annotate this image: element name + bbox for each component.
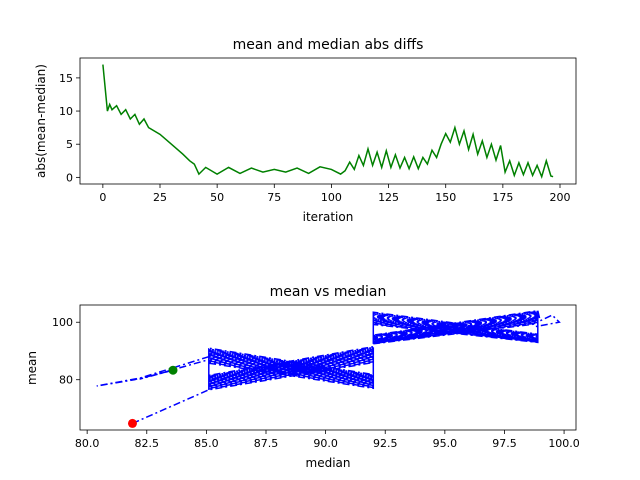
x-tick-label: 25 — [153, 191, 167, 204]
x-tick-label: 125 — [378, 191, 399, 204]
axes-frame — [79, 304, 577, 431]
plot-area — [96, 309, 561, 428]
x-tick-label: 80.0 — [75, 437, 100, 450]
chart-title: mean and median abs diffs — [233, 37, 424, 53]
x-axis-ticks: 0 25 50 75 100 125 150 175 200 — [99, 184, 571, 204]
x-axis-ticks: 80.0 82.5 85.0 87.5 90.0 92.5 95.0 97.5 100.0 — [75, 430, 580, 450]
x-tick-label: 97.5 — [492, 437, 517, 450]
end-point-marker — [168, 365, 178, 375]
x-axis-label: iteration — [303, 210, 354, 224]
y-tick-label: 0 — [66, 171, 73, 184]
x-tick-label: 92.5 — [373, 437, 398, 450]
x-tick-label: 200 — [550, 191, 571, 204]
series-line — [102, 64, 554, 179]
x-tick-label: 150 — [435, 191, 456, 204]
y-tick-label: 15 — [59, 72, 73, 85]
y-axis-label: abs(mean-median) — [34, 64, 48, 178]
y-tick-label: 100 — [52, 316, 73, 329]
y-tick-label: 5 — [66, 138, 73, 151]
x-tick-label: 75 — [267, 191, 281, 204]
x-tick-label: 82.5 — [135, 437, 160, 450]
chart-title: mean vs median — [270, 284, 387, 300]
x-tick-label: 85.0 — [194, 437, 219, 450]
y-tick-label: 10 — [59, 105, 73, 118]
y-tick-label: 80 — [59, 374, 73, 387]
x-tick-label: 50 — [210, 191, 224, 204]
y-axis-ticks: 0 5 10 15 — [59, 72, 80, 184]
series-line-tail — [96, 355, 210, 387]
x-axis-label: median — [306, 456, 351, 470]
start-point-marker — [127, 418, 137, 428]
x-tick-label: 100 — [321, 191, 342, 204]
x-tick-label: 175 — [492, 191, 513, 204]
x-tick-label: 0 — [99, 191, 106, 204]
chart-abs-diffs: mean and median abs diffs 0 25 50 75 100 125 1… — [34, 37, 577, 224]
chart-mean-vs-median: mean vs median 80.0 82.5 85.0 87.5 90.0 92.5 9… — [25, 284, 580, 470]
axes-frame — [79, 57, 577, 185]
x-tick-label: 100.0 — [548, 437, 580, 450]
x-tick-label: 87.5 — [254, 437, 279, 450]
x-tick-label: 90.0 — [313, 437, 338, 450]
y-axis-label: mean — [25, 351, 39, 385]
x-tick-label: 95.0 — [433, 437, 458, 450]
y-axis-ticks: 80 100 — [52, 316, 80, 387]
series-line — [132, 309, 561, 425]
plot-area — [102, 64, 554, 179]
